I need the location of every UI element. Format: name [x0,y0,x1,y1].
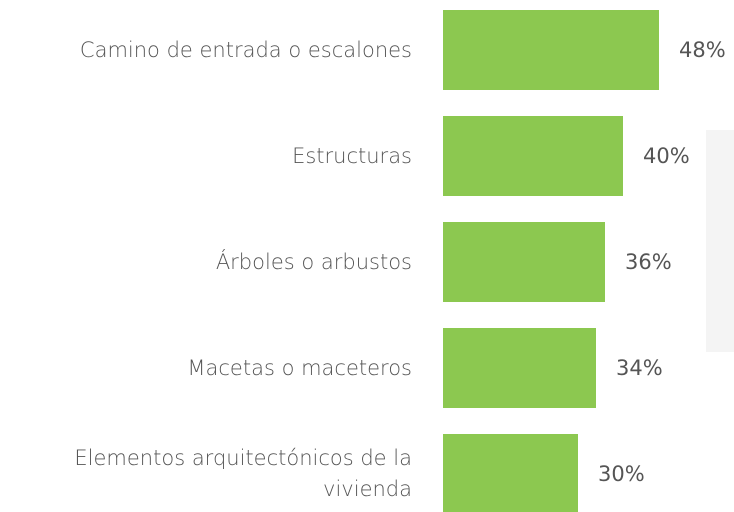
bar [443,328,596,408]
bar [443,116,623,196]
value-label: 36% [625,250,672,274]
bar [443,222,605,302]
side-panel [706,130,734,352]
category-label: Estructuras [292,143,412,168]
bar [443,10,659,90]
category-label: Macetas o maceteros [187,355,412,380]
value-label: 48% [679,38,726,62]
category-label: Árboles o arbustos [215,249,412,274]
value-label: 34% [616,356,663,380]
value-label: 30% [598,462,645,486]
category-label: Camino de entrada o escalones [79,37,412,62]
bar [443,434,578,512]
value-label: 40% [643,144,690,168]
category-label: Elementos arquitectónicos de la vivienda [74,446,412,501]
